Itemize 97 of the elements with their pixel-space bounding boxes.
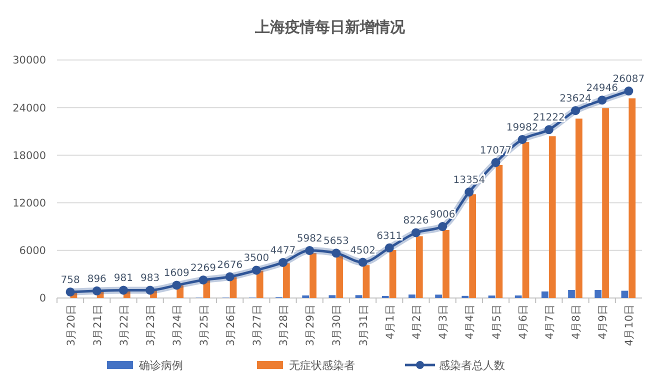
x-tick-label: 3月31日	[358, 304, 370, 346]
data-label: 19982	[506, 122, 538, 134]
data-label: 8226	[403, 216, 429, 227]
x-tick-label: 3月22日	[118, 304, 130, 346]
point	[225, 272, 234, 282]
point	[384, 243, 394, 252]
point	[146, 286, 155, 295]
point	[305, 246, 314, 256]
data-label: 24946	[586, 83, 618, 94]
data-label: 4502	[350, 245, 376, 256]
x-tick-label: 3月21日	[92, 304, 104, 346]
x-tick-label: 4月5日	[490, 304, 503, 340]
bar	[541, 291, 548, 298]
legend-label: 确诊病例	[138, 358, 183, 372]
bar	[594, 290, 602, 298]
x-tick-label: 4月2日	[410, 304, 423, 340]
x-tick-label: 3月27日	[251, 304, 264, 346]
bar	[522, 142, 530, 298]
data-label: 983	[140, 273, 160, 284]
data-label: 4477	[270, 245, 296, 256]
bar	[310, 253, 316, 298]
x-tick-label: 3月20日	[65, 304, 78, 346]
y-tick-label: 6000	[19, 245, 46, 258]
x-tick-label: 3月23日	[145, 304, 158, 346]
bar	[435, 294, 442, 298]
point	[438, 222, 448, 232]
x-tick-label: 3月24日	[172, 304, 184, 346]
legend-label: 无症状感染者	[289, 358, 355, 372]
bar	[628, 98, 636, 298]
bar	[336, 256, 344, 298]
y-tick-label: 24000	[12, 102, 46, 114]
bar	[576, 118, 582, 298]
x-tick-label: 4月10日	[624, 304, 636, 346]
point	[571, 106, 580, 116]
bar	[602, 108, 609, 298]
bar	[442, 230, 450, 298]
point	[278, 258, 288, 267]
point	[332, 248, 341, 258]
point	[66, 287, 75, 296]
point	[252, 266, 261, 275]
point	[544, 125, 554, 134]
point	[198, 276, 208, 284]
data-label: 981	[114, 273, 134, 284]
point	[491, 158, 500, 168]
x-tick-label: 3月29日	[304, 304, 317, 346]
point	[358, 258, 368, 267]
point	[92, 286, 102, 296]
data-label: 896	[87, 274, 106, 285]
point	[411, 228, 420, 238]
bar	[302, 295, 310, 298]
bar	[283, 263, 290, 298]
bar	[621, 290, 628, 298]
data-label: 758	[60, 274, 80, 286]
data-label: 2676	[217, 260, 243, 271]
x-tick-label: 4月1日	[384, 304, 396, 340]
x-tick-label: 4月3日	[438, 304, 450, 340]
point	[518, 134, 527, 144]
point	[464, 188, 474, 197]
point	[172, 280, 182, 290]
point	[598, 96, 607, 105]
x-tick-label: 4月4日	[464, 304, 476, 340]
bar	[328, 295, 336, 298]
x-tick-label: 3月26日	[224, 304, 237, 346]
bar	[496, 164, 503, 298]
point	[624, 86, 634, 96]
bar	[514, 295, 522, 298]
y-tick-label: 0	[39, 292, 46, 305]
bar	[408, 294, 416, 298]
x-tick-label: 4月7日	[544, 304, 556, 340]
point	[118, 286, 128, 295]
y-tick-label: 12000	[12, 197, 46, 210]
bar	[389, 250, 396, 298]
x-tick-label: 3月25日	[198, 304, 210, 346]
data-label: 2269	[190, 263, 216, 274]
bar	[362, 265, 370, 298]
bar	[355, 295, 362, 298]
bar	[256, 270, 264, 298]
data-label: 23624	[560, 94, 592, 105]
data-label: 5982	[296, 234, 322, 245]
data-label: 6311	[376, 230, 402, 242]
bar	[568, 290, 575, 298]
legend-label: 感染者总人数	[439, 358, 505, 372]
data-label: 5653	[323, 236, 349, 248]
x-tick-label: 4月8日	[570, 304, 583, 340]
y-tick-label: 18000	[12, 150, 46, 162]
data-label: 3500	[244, 253, 270, 264]
bar	[548, 136, 556, 298]
x-tick-label: 3月30日	[331, 304, 344, 346]
bar	[416, 236, 423, 298]
data-label: 21222	[533, 112, 565, 124]
bar	[469, 194, 476, 298]
x-tick-label: 3月28日	[278, 304, 290, 346]
data-label: 1609	[164, 268, 190, 280]
x-tick-label: 4月9日	[597, 304, 610, 340]
chart-title: 上海疫情每日新增情况	[254, 18, 406, 36]
y-tick-label: 30000	[12, 54, 46, 67]
x-tick-label: 4月6日	[517, 304, 530, 340]
